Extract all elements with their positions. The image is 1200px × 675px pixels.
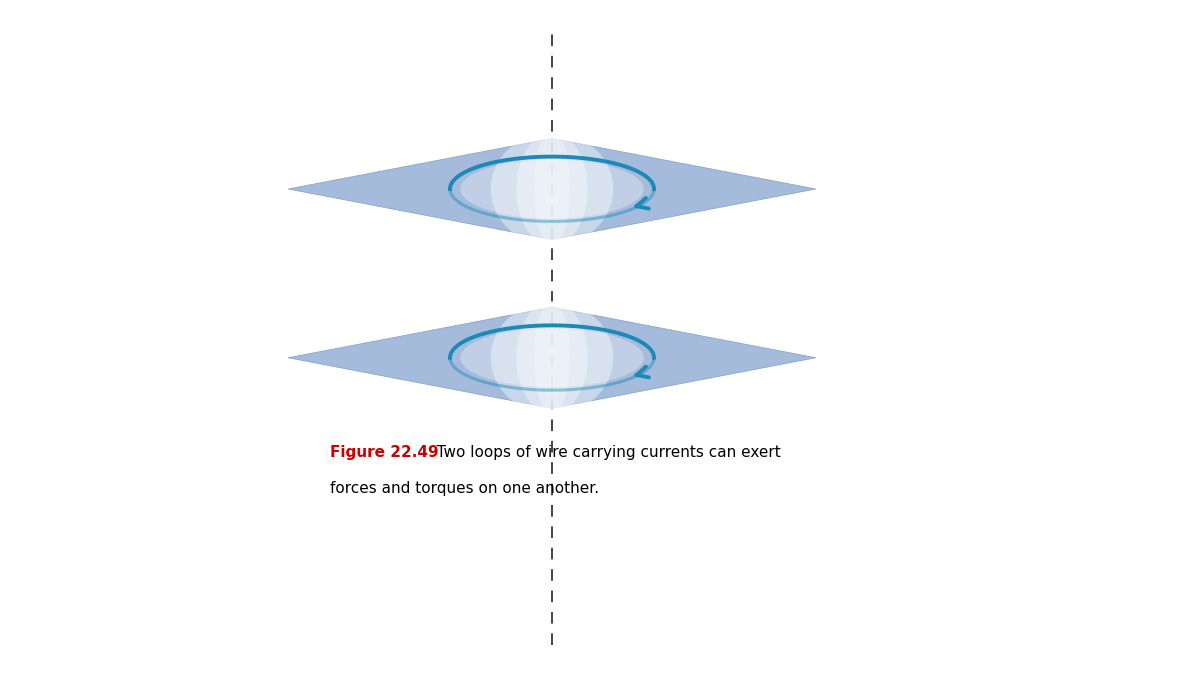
Text: Figure 22.49: Figure 22.49 (330, 446, 439, 460)
Ellipse shape (461, 329, 643, 387)
Ellipse shape (534, 301, 570, 414)
Text: Two loops of wire carrying currents can exert: Two loops of wire carrying currents can … (422, 446, 781, 460)
Ellipse shape (461, 160, 643, 218)
Ellipse shape (491, 132, 613, 246)
Ellipse shape (516, 301, 588, 414)
Polygon shape (288, 307, 816, 408)
Polygon shape (288, 138, 816, 240)
Ellipse shape (491, 301, 613, 414)
Text: forces and torques on one another.: forces and torques on one another. (330, 481, 599, 495)
Ellipse shape (534, 132, 570, 246)
Ellipse shape (516, 132, 588, 246)
